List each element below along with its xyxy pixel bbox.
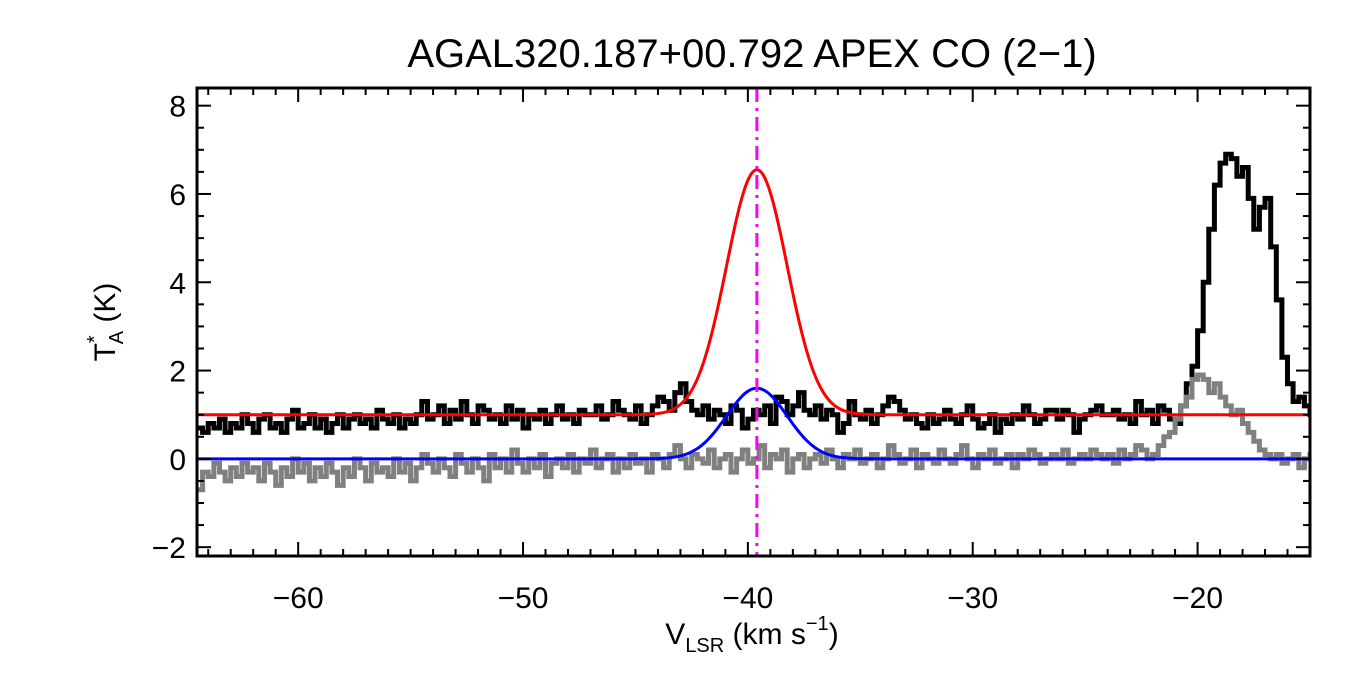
- x-axis-label-main: V: [665, 618, 685, 651]
- series-2-fit-line: [197, 168, 1309, 417]
- x-axis-label-close: ): [829, 618, 839, 651]
- y-axis-label-sup: *: [84, 335, 106, 343]
- axis-ticks: [197, 88, 1311, 556]
- x-axis-label-unit: (km s: [724, 618, 806, 651]
- y-tick-label: 0: [169, 444, 186, 477]
- y-tick-label: 4: [169, 267, 186, 300]
- x-axis-label-sup: −1: [806, 613, 829, 635]
- x-axis-label-sub: LSR: [685, 635, 724, 657]
- plot-frame: [195, 86, 1312, 558]
- x-tick-label: −40: [722, 582, 773, 615]
- series-1-spectrum-line: [197, 372, 1310, 493]
- plot-area: [195, 86, 1312, 558]
- series-3-fit-line: [197, 386, 1309, 461]
- y-tick-label: 8: [169, 91, 186, 124]
- y-tick-label: 2: [169, 356, 186, 389]
- x-tick-label: −50: [498, 582, 549, 615]
- x-tick-labels: −60 −50 −40 −30 −20: [273, 582, 1223, 615]
- y-tick-label: 6: [169, 179, 186, 212]
- x-axis-label: VLSR (km s−1): [665, 613, 838, 657]
- series-layer: [197, 88, 1310, 556]
- y-tick-labels: −2 0 2 4 6 8: [152, 91, 186, 566]
- x-tick-label: −20: [1172, 582, 1223, 615]
- x-tick-label: −60: [273, 582, 324, 615]
- y-tick-label: −2: [152, 532, 186, 565]
- x-tick-label: −30: [947, 582, 998, 615]
- y-axis-label-main: T: [89, 343, 122, 361]
- chart-title: AGAL320.187+00.792 APEX CO (2−1): [407, 32, 1096, 76]
- y-axis-label: T*A (K): [84, 283, 128, 362]
- y-axis-label-unit: (K): [89, 283, 122, 331]
- y-axis-label-sub: A: [106, 330, 128, 344]
